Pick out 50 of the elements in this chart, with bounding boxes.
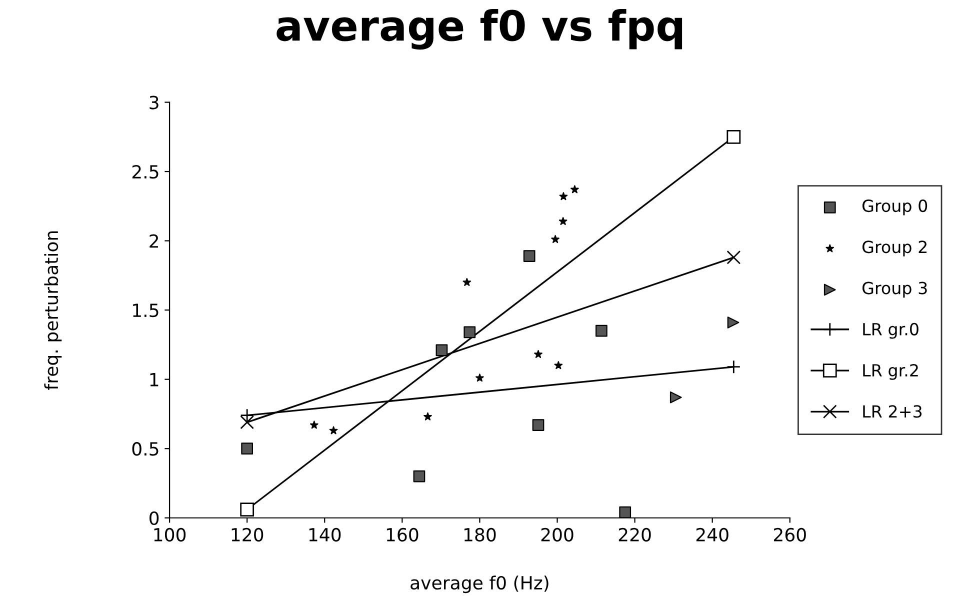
legend-label: Group 0 [862,199,928,216]
point [241,442,254,455]
point [436,344,448,356]
chart-title: average f0 vs fpq [276,8,682,50]
x-tick-label: 260 [774,528,806,542]
x-tick-label: 200 [541,528,574,542]
point [329,426,338,434]
x-tick-label: 120 [232,528,264,542]
y-tick-label: 2 [150,234,158,248]
y-tick-label: 1.5 [133,304,158,318]
point [619,506,632,518]
point [464,326,476,338]
point [558,217,568,226]
point [476,374,484,382]
point [240,415,254,430]
legend-label: Group 3 [862,282,927,298]
y-tick-label: 0 [150,511,159,525]
y-tick-label: 3 [150,96,158,110]
point [727,316,740,328]
y-tick-label: 1 [150,373,158,386]
legend-label: LR 2+3 [863,405,922,418]
point [523,250,536,262]
y-tick-label: 2.5 [132,164,158,179]
x-tick-label: 220 [618,528,651,542]
point [462,278,472,286]
x-tick-label: 240 [696,528,728,542]
point [310,420,318,429]
legend-label: Group 2 [862,240,927,256]
point [240,502,254,516]
legend-label: LR gr.2 [863,364,918,380]
point [670,391,682,404]
x-tick-label: 140 [309,528,341,542]
point [596,324,608,337]
legend-label: LR gr.0 [863,322,918,339]
y-axis-title: freq. perturbation [44,231,62,390]
x-tick-label: 160 [386,528,418,542]
point [534,350,542,358]
x-axis-title: average f0 (Hz) [410,576,548,594]
x-tick-label: 180 [464,528,496,542]
point [726,250,741,264]
point [424,412,432,420]
point [554,361,563,370]
point [726,130,741,144]
point [559,192,568,200]
y-tick-label: 0.5 [132,442,158,456]
x-tick-label: 100 [154,528,186,542]
point [551,235,560,244]
point [532,419,544,431]
point [570,185,579,194]
point [413,470,426,482]
